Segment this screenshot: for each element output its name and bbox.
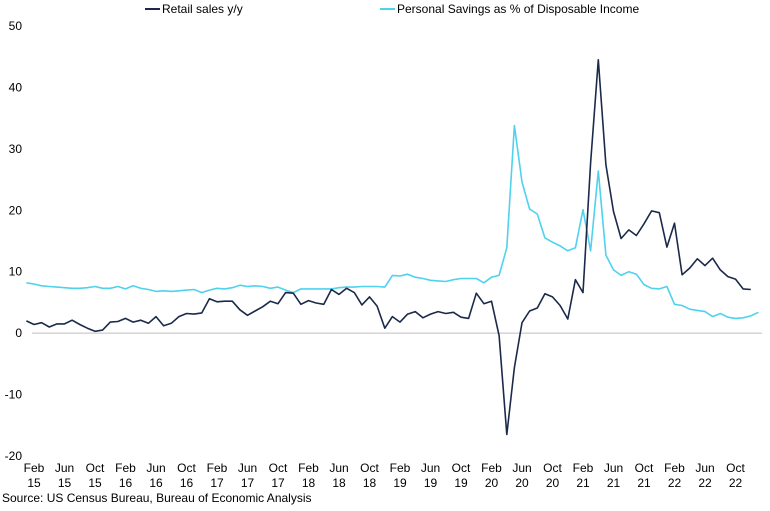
x-tick-label-month: Jun xyxy=(421,461,440,475)
x-tick-label-month: Feb xyxy=(24,461,45,475)
legend-label-retail: Retail sales y/y xyxy=(162,2,243,16)
x-tick-label-month: Jun xyxy=(604,461,623,475)
x-tick-label-month: Oct xyxy=(726,461,745,475)
y-tick-label: 10 xyxy=(9,265,23,279)
series-layer xyxy=(26,58,759,436)
legend-label-savings: Personal Savings as % of Disposable Inco… xyxy=(397,2,639,16)
y-tick-label: 20 xyxy=(9,203,23,217)
x-tick-label-month: Oct xyxy=(177,461,196,475)
x-tick-label-year: 18 xyxy=(302,476,316,490)
x-tick-label-month: Oct xyxy=(452,461,471,475)
x-tick-label-month: Jun xyxy=(512,461,531,475)
series-line-retail-sales xyxy=(26,58,751,436)
x-tick-label-year: 19 xyxy=(393,476,407,490)
x-tick-label-year: 17 xyxy=(241,476,255,490)
x-tick-label-month: Feb xyxy=(298,461,319,475)
x-tick-label-year: 21 xyxy=(607,476,621,490)
x-tick-label-month: Oct xyxy=(543,461,562,475)
x-tick-label-month: Oct xyxy=(360,461,379,475)
series-line-personal-savings xyxy=(26,124,759,320)
chart-legend: Retail sales y/y Personal Savings as % o… xyxy=(145,2,639,16)
x-tick-label-year: 15 xyxy=(88,476,102,490)
x-tick-label-year: 16 xyxy=(119,476,133,490)
x-tick-label-year: 17 xyxy=(210,476,224,490)
x-tick-label-month: Oct xyxy=(635,461,654,475)
y-tick-label: 30 xyxy=(9,142,23,156)
y-tick-label: 50 xyxy=(9,19,23,33)
x-tick-label-year: 21 xyxy=(637,476,651,490)
y-tick-label: -20 xyxy=(5,449,23,463)
x-tick-label-year: 20 xyxy=(546,476,560,490)
x-tick-label-year: 19 xyxy=(424,476,438,490)
x-tick-label-month: Jun xyxy=(238,461,257,475)
x-tick-label-month: Feb xyxy=(207,461,228,475)
x-tick-label-month: Oct xyxy=(269,461,288,475)
x-tick-label-month: Feb xyxy=(573,461,594,475)
x-tick-label-month: Jun xyxy=(146,461,165,475)
x-tick-label-month: Oct xyxy=(86,461,105,475)
x-tick-label-year: 16 xyxy=(180,476,194,490)
y-tick-label: 40 xyxy=(9,80,23,94)
x-tick-label-year: 17 xyxy=(271,476,285,490)
x-tick-label-month: Feb xyxy=(115,461,136,475)
source-note: Source: US Census Bureau, Bureau of Econ… xyxy=(2,491,312,505)
x-tick-label-year: 22 xyxy=(668,476,682,490)
x-tick-label-month: Jun xyxy=(55,461,74,475)
x-tick-label-year: 18 xyxy=(363,476,377,490)
x-tick-label-year: 16 xyxy=(149,476,163,490)
x-tick-label-month: Jun xyxy=(329,461,348,475)
y-tick-label: 0 xyxy=(15,326,22,340)
x-tick-label-year: 22 xyxy=(698,476,712,490)
x-tick-label-month: Feb xyxy=(664,461,685,475)
x-tick-label-month: Jun xyxy=(695,461,714,475)
x-tick-label-year: 19 xyxy=(454,476,468,490)
x-tick-label-month: Feb xyxy=(390,461,411,475)
x-tick-label-month: Feb xyxy=(481,461,502,475)
x-tick-label-year: 22 xyxy=(729,476,743,490)
x-tick-label-year: 20 xyxy=(485,476,499,490)
y-tick-label: -10 xyxy=(5,388,23,402)
y-axis: -20 -10 0 10 20 30 40 50 xyxy=(5,19,23,463)
x-tick-label-year: 21 xyxy=(576,476,590,490)
x-tick-label-year: 15 xyxy=(58,476,72,490)
x-tick-label-year: 15 xyxy=(27,476,41,490)
x-axis: Feb15Jun15Oct15Feb16Jun16Oct16Feb17Jun17… xyxy=(24,332,762,490)
x-tick-label-year: 18 xyxy=(332,476,346,490)
x-tick-label-year: 20 xyxy=(515,476,529,490)
